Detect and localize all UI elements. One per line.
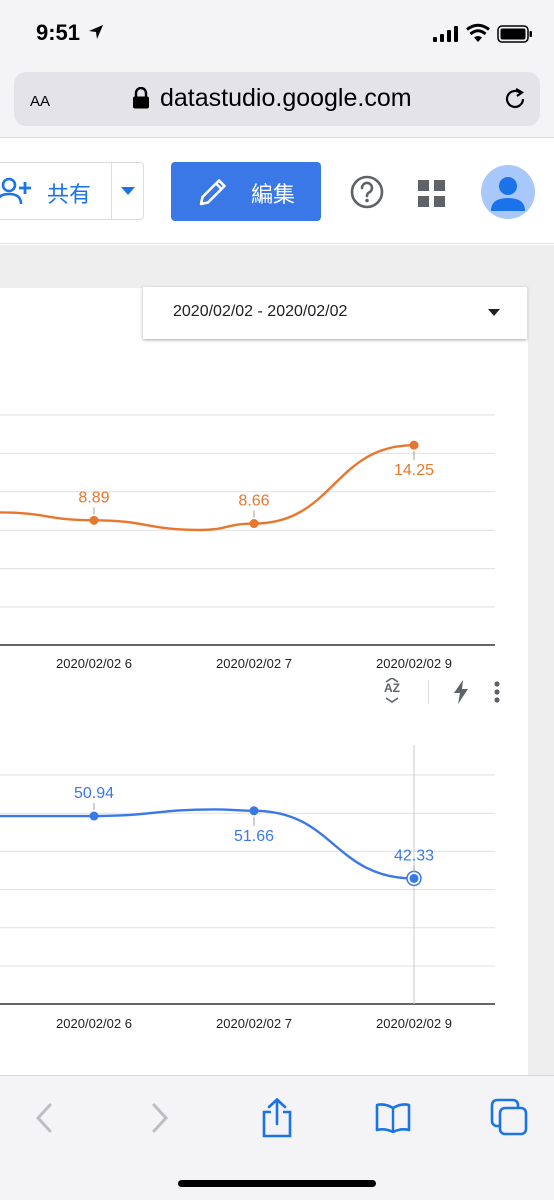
x-tick-label: 2020/02/02 6 — [56, 656, 132, 671]
data-label: 42.33 — [394, 847, 434, 864]
data-point — [409, 873, 419, 883]
data-label: 50.94 — [74, 785, 114, 802]
status-time: 9:51 — [36, 20, 81, 45]
add-person-icon — [0, 177, 31, 205]
bookmarks-icon[interactable] — [375, 1102, 411, 1134]
forward-arrow-icon[interactable] — [148, 1102, 172, 1134]
data-point — [249, 519, 259, 529]
line-chart-orange: 8.89 8.66 14.25 2020/02/02 6 2020/02/02 7 202… — [0, 414, 495, 671]
data-label: 8.66 — [238, 493, 269, 510]
toolbar-divider — [428, 680, 429, 704]
data-label: 51.66 — [234, 828, 274, 845]
report-toolbar: 共有 編集 — [0, 139, 554, 244]
series-line — [0, 808, 415, 880]
report-page — [0, 288, 528, 1075]
browser-bottom-toolbar — [0, 1075, 554, 1200]
text-size-button[interactable]: AA — [30, 86, 50, 112]
back-arrow-icon[interactable] — [32, 1102, 56, 1134]
line-chart-blue: 50.94 51.66 42.33 2020/02/02 6 2020/02/02 7 2… — [0, 745, 495, 1031]
x-tick-label: 2020/02/02 9 — [376, 656, 452, 671]
data-label: 14.25 — [394, 462, 434, 479]
share-button[interactable]: 共有 — [0, 163, 111, 219]
reload-icon[interactable] — [502, 86, 528, 112]
data-point — [409, 440, 419, 450]
share-divider — [111, 163, 112, 219]
url-text[interactable]: datastudio.google.com — [160, 84, 412, 112]
dropdown-caret-icon — [488, 309, 500, 316]
address-bar[interactable]: AA datastudio.google.com — [14, 72, 540, 126]
sort-az-icon[interactable]: AZ — [380, 678, 404, 706]
edit-label: 編集 — [251, 183, 296, 208]
avatar[interactable] — [481, 165, 535, 219]
pencil-icon — [199, 179, 226, 206]
chart-toolbar: AZ — [376, 676, 516, 708]
status-bar: 9:51 — [0, 0, 554, 68]
data-point — [249, 806, 259, 816]
help-icon[interactable] — [350, 175, 384, 209]
lock-icon — [133, 87, 149, 109]
home-indicator — [178, 1180, 376, 1187]
more-vert-icon[interactable] — [492, 680, 502, 704]
wifi-icon — [466, 23, 490, 42]
share-label: 共有 — [47, 183, 92, 208]
data-point — [89, 515, 99, 525]
share-icon[interactable] — [260, 1098, 294, 1138]
battery-icon — [497, 25, 532, 43]
apps-grid-icon[interactable] — [418, 180, 446, 208]
user-avatar-icon — [491, 177, 525, 211]
x-tick-label: 2020/02/02 6 — [56, 1016, 132, 1031]
x-tick-label: 2020/02/02 7 — [216, 1016, 292, 1031]
cellular-signal-icon — [433, 26, 458, 42]
tabs-icon[interactable] — [490, 1098, 528, 1136]
share-dropdown-caret-icon[interactable] — [121, 187, 135, 195]
text-size-label: AA — [30, 93, 51, 110]
svg-text:AZ: AZ — [384, 681, 400, 695]
date-range-picker[interactable]: 2020/02/02 - 2020/02/02 — [143, 287, 527, 339]
lightning-bolt-icon[interactable] — [452, 680, 470, 704]
share-button-group: 共有 — [0, 162, 144, 220]
data-label: 8.89 — [78, 489, 109, 506]
report-canvas — [0, 245, 554, 1075]
location-arrow-icon — [89, 25, 103, 39]
x-tick-label: 2020/02/02 7 — [216, 656, 292, 671]
x-tick-label: 2020/02/02 9 — [376, 1016, 452, 1031]
series-line — [0, 443, 415, 532]
edit-button[interactable]: 編集 — [171, 162, 321, 221]
charts-layer: 8.89 8.66 14.25 2020/02/02 6 2020/02/02 7 202… — [0, 414, 495, 1031]
browser-address-area: AA datastudio.google.com — [0, 68, 554, 138]
date-range-text: 2020/02/02 - 2020/02/02 — [173, 303, 348, 320]
data-point — [89, 811, 99, 821]
